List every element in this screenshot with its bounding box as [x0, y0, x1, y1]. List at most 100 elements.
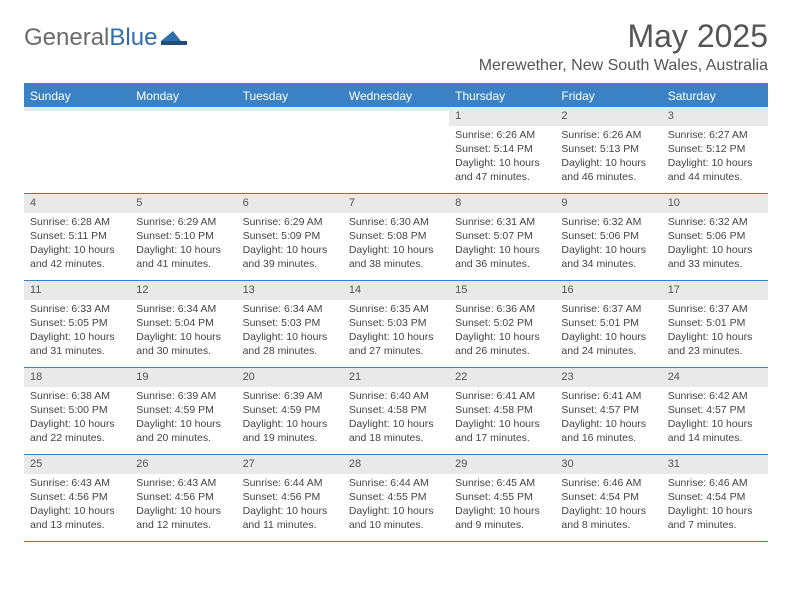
- day-body: Sunrise: 6:27 AMSunset: 5:12 PMDaylight:…: [662, 126, 768, 189]
- day-body: Sunrise: 6:39 AMSunset: 4:59 PMDaylight:…: [130, 387, 236, 450]
- day-body: Sunrise: 6:29 AMSunset: 5:09 PMDaylight:…: [237, 213, 343, 276]
- daylight-line2: and 39 minutes.: [243, 257, 337, 271]
- day-body: Sunrise: 6:33 AMSunset: 5:05 PMDaylight:…: [24, 300, 130, 363]
- sunset-text: Sunset: 5:11 PM: [30, 229, 124, 243]
- sunrise-text: Sunrise: 6:41 AM: [561, 389, 655, 403]
- sunset-text: Sunset: 5:05 PM: [30, 316, 124, 330]
- day-body: Sunrise: 6:28 AMSunset: 5:11 PMDaylight:…: [24, 213, 130, 276]
- day-number: 26: [130, 455, 236, 474]
- day-body: Sunrise: 6:42 AMSunset: 4:57 PMDaylight:…: [662, 387, 768, 450]
- day-number: 2: [555, 107, 661, 126]
- sunrise-text: Sunrise: 6:41 AM: [455, 389, 549, 403]
- sunset-text: Sunset: 5:00 PM: [30, 403, 124, 417]
- daylight-line1: Daylight: 10 hours: [561, 156, 655, 170]
- weekday-tuesday: Tuesday: [237, 85, 343, 107]
- month-title: May 2025: [479, 18, 768, 55]
- daylight-line1: Daylight: 10 hours: [668, 156, 762, 170]
- day-body: Sunrise: 6:29 AMSunset: 5:10 PMDaylight:…: [130, 213, 236, 276]
- day-body: Sunrise: 6:37 AMSunset: 5:01 PMDaylight:…: [662, 300, 768, 363]
- day-number: 23: [555, 368, 661, 387]
- day-number: [24, 107, 130, 111]
- daylight-line2: and 28 minutes.: [243, 344, 337, 358]
- day-number: 28: [343, 455, 449, 474]
- daylight-line2: and 13 minutes.: [30, 518, 124, 532]
- day-cell: 5Sunrise: 6:29 AMSunset: 5:10 PMDaylight…: [130, 194, 236, 280]
- daylight-line1: Daylight: 10 hours: [455, 243, 549, 257]
- sunset-text: Sunset: 4:58 PM: [455, 403, 549, 417]
- daylight-line2: and 11 minutes.: [243, 518, 337, 532]
- day-cell: 11Sunrise: 6:33 AMSunset: 5:05 PMDayligh…: [24, 281, 130, 367]
- daylight-line2: and 30 minutes.: [136, 344, 230, 358]
- sunset-text: Sunset: 4:58 PM: [349, 403, 443, 417]
- day-cell: 4Sunrise: 6:28 AMSunset: 5:11 PMDaylight…: [24, 194, 130, 280]
- day-number: 31: [662, 455, 768, 474]
- sunset-text: Sunset: 4:54 PM: [561, 490, 655, 504]
- sunrise-text: Sunrise: 6:32 AM: [561, 215, 655, 229]
- day-body: Sunrise: 6:37 AMSunset: 5:01 PMDaylight:…: [555, 300, 661, 363]
- day-body: Sunrise: 6:41 AMSunset: 4:57 PMDaylight:…: [555, 387, 661, 450]
- day-number: 4: [24, 194, 130, 213]
- sunrise-text: Sunrise: 6:39 AM: [136, 389, 230, 403]
- sunrise-text: Sunrise: 6:34 AM: [136, 302, 230, 316]
- day-cell: 18Sunrise: 6:38 AMSunset: 5:00 PMDayligh…: [24, 368, 130, 454]
- sunset-text: Sunset: 5:10 PM: [136, 229, 230, 243]
- day-number: 21: [343, 368, 449, 387]
- week-row: 1Sunrise: 6:26 AMSunset: 5:14 PMDaylight…: [24, 107, 768, 194]
- location: Merewether, New South Wales, Australia: [479, 57, 768, 75]
- daylight-line1: Daylight: 10 hours: [668, 417, 762, 431]
- day-body: Sunrise: 6:44 AMSunset: 4:55 PMDaylight:…: [343, 474, 449, 537]
- day-cell: [130, 107, 236, 193]
- daylight-line1: Daylight: 10 hours: [136, 243, 230, 257]
- day-cell: 30Sunrise: 6:46 AMSunset: 4:54 PMDayligh…: [555, 455, 661, 541]
- daylight-line1: Daylight: 10 hours: [668, 243, 762, 257]
- day-number: 20: [237, 368, 343, 387]
- day-cell: [343, 107, 449, 193]
- daylight-line1: Daylight: 10 hours: [455, 417, 549, 431]
- daylight-line1: Daylight: 10 hours: [561, 417, 655, 431]
- day-number: 12: [130, 281, 236, 300]
- day-body: Sunrise: 6:34 AMSunset: 5:03 PMDaylight:…: [237, 300, 343, 363]
- sunrise-text: Sunrise: 6:34 AM: [243, 302, 337, 316]
- sunrise-text: Sunrise: 6:37 AM: [668, 302, 762, 316]
- daylight-line2: and 19 minutes.: [243, 431, 337, 445]
- daylight-line2: and 33 minutes.: [668, 257, 762, 271]
- day-body: Sunrise: 6:39 AMSunset: 4:59 PMDaylight:…: [237, 387, 343, 450]
- day-number: 8: [449, 194, 555, 213]
- day-number: 7: [343, 194, 449, 213]
- week-row: 25Sunrise: 6:43 AMSunset: 4:56 PMDayligh…: [24, 455, 768, 542]
- day-body: Sunrise: 6:46 AMSunset: 4:54 PMDaylight:…: [662, 474, 768, 537]
- day-number: 17: [662, 281, 768, 300]
- daylight-line1: Daylight: 10 hours: [668, 330, 762, 344]
- daylight-line2: and 7 minutes.: [668, 518, 762, 532]
- daylight-line1: Daylight: 10 hours: [136, 417, 230, 431]
- daylight-line1: Daylight: 10 hours: [136, 330, 230, 344]
- daylight-line2: and 24 minutes.: [561, 344, 655, 358]
- day-cell: 1Sunrise: 6:26 AMSunset: 5:14 PMDaylight…: [449, 107, 555, 193]
- sunrise-text: Sunrise: 6:39 AM: [243, 389, 337, 403]
- day-number: 30: [555, 455, 661, 474]
- week-row: 11Sunrise: 6:33 AMSunset: 5:05 PMDayligh…: [24, 281, 768, 368]
- day-cell: 8Sunrise: 6:31 AMSunset: 5:07 PMDaylight…: [449, 194, 555, 280]
- day-cell: 3Sunrise: 6:27 AMSunset: 5:12 PMDaylight…: [662, 107, 768, 193]
- sunset-text: Sunset: 5:14 PM: [455, 142, 549, 156]
- day-body: Sunrise: 6:40 AMSunset: 4:58 PMDaylight:…: [343, 387, 449, 450]
- daylight-line2: and 23 minutes.: [668, 344, 762, 358]
- sunrise-text: Sunrise: 6:46 AM: [561, 476, 655, 490]
- sunset-text: Sunset: 5:02 PM: [455, 316, 549, 330]
- day-cell: 2Sunrise: 6:26 AMSunset: 5:13 PMDaylight…: [555, 107, 661, 193]
- day-number: 15: [449, 281, 555, 300]
- logo: GeneralBlue: [24, 18, 187, 52]
- day-number: 19: [130, 368, 236, 387]
- sunrise-text: Sunrise: 6:26 AM: [455, 128, 549, 142]
- weekday-wednesday: Wednesday: [343, 85, 449, 107]
- daylight-line1: Daylight: 10 hours: [455, 156, 549, 170]
- sunset-text: Sunset: 5:01 PM: [561, 316, 655, 330]
- daylight-line1: Daylight: 10 hours: [561, 243, 655, 257]
- daylight-line2: and 14 minutes.: [668, 431, 762, 445]
- sunrise-text: Sunrise: 6:32 AM: [668, 215, 762, 229]
- day-number: 27: [237, 455, 343, 474]
- day-cell: 28Sunrise: 6:44 AMSunset: 4:55 PMDayligh…: [343, 455, 449, 541]
- daylight-line2: and 27 minutes.: [349, 344, 443, 358]
- day-body: Sunrise: 6:36 AMSunset: 5:02 PMDaylight:…: [449, 300, 555, 363]
- sunset-text: Sunset: 4:57 PM: [561, 403, 655, 417]
